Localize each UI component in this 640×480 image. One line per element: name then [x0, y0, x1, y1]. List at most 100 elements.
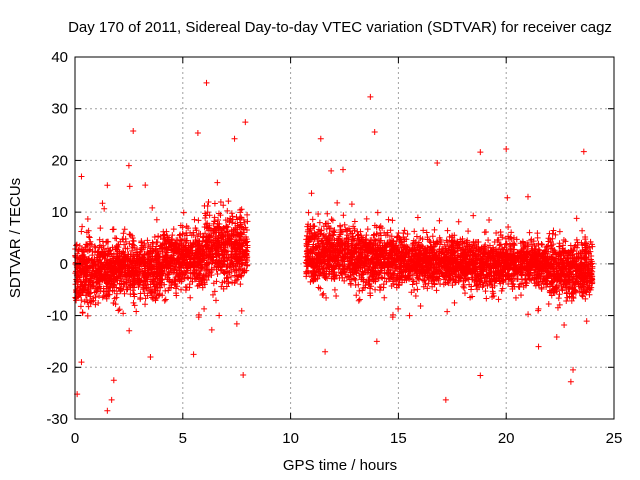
data-point	[161, 281, 168, 288]
data-point	[173, 257, 180, 264]
data-point	[167, 284, 174, 291]
data-point	[118, 278, 125, 285]
data-point	[72, 295, 79, 302]
data-point	[85, 265, 92, 272]
data-point	[195, 217, 202, 224]
data-point	[127, 280, 134, 287]
data-point	[145, 269, 152, 276]
data-point	[113, 290, 120, 297]
data-point	[160, 235, 167, 242]
data-point	[183, 232, 190, 239]
data-point	[146, 260, 153, 267]
data-point	[104, 278, 111, 285]
data-point	[160, 228, 167, 235]
data-point	[134, 251, 141, 258]
data-point	[202, 230, 209, 237]
data-point	[73, 276, 80, 283]
data-point	[119, 236, 126, 243]
data-point	[172, 247, 179, 254]
data-point	[88, 276, 95, 283]
data-point	[119, 264, 126, 271]
data-point	[114, 257, 121, 264]
data-point	[93, 254, 100, 261]
data-point	[154, 257, 161, 264]
data-point	[145, 242, 152, 249]
data-point	[111, 279, 118, 286]
data-point	[131, 302, 138, 309]
data-point	[195, 259, 202, 266]
data-point	[159, 292, 166, 299]
data-point	[143, 284, 150, 291]
data-point	[176, 240, 183, 247]
data-point	[121, 290, 128, 297]
data-point	[131, 291, 138, 298]
data-point	[137, 296, 144, 303]
data-point	[233, 320, 240, 327]
data-point	[195, 231, 202, 238]
data-point	[150, 280, 157, 287]
data-point	[120, 230, 127, 237]
data-point	[91, 260, 98, 267]
data-point	[84, 242, 91, 249]
data-point	[100, 276, 107, 283]
data-point	[238, 206, 245, 213]
data-point	[110, 300, 117, 307]
data-point	[99, 200, 106, 207]
data-point	[86, 257, 93, 264]
data-point	[97, 271, 104, 278]
data-point	[149, 239, 156, 246]
data-point	[162, 287, 169, 294]
data-point	[117, 287, 124, 294]
data-point	[142, 280, 149, 287]
data-point	[126, 240, 133, 247]
data-point	[84, 312, 91, 319]
data-point	[133, 279, 140, 286]
data-point	[224, 207, 231, 214]
data-point	[128, 268, 135, 275]
data-point	[164, 234, 171, 241]
data-point	[86, 291, 93, 298]
data-point	[112, 245, 119, 252]
data-point	[112, 235, 119, 242]
data-point	[226, 218, 233, 225]
data-point	[85, 233, 92, 240]
data-point	[83, 272, 90, 279]
data-point	[85, 281, 92, 288]
data-point	[179, 231, 186, 238]
data-point	[103, 292, 110, 299]
data-point	[201, 305, 208, 312]
data-point	[176, 232, 183, 239]
data-point	[158, 277, 165, 284]
data-point	[144, 237, 151, 244]
data-point	[103, 260, 110, 267]
data-point	[178, 278, 185, 285]
data-point	[151, 292, 158, 299]
data-point	[186, 284, 193, 291]
data-point	[201, 281, 208, 288]
data-point	[179, 254, 186, 261]
data-point	[121, 241, 128, 248]
data-point	[129, 287, 136, 294]
data-point	[196, 268, 203, 275]
data-point	[84, 299, 91, 306]
data-point	[105, 238, 112, 245]
data-point	[113, 243, 120, 250]
data-point	[153, 216, 160, 223]
data-point	[183, 262, 190, 269]
data-point	[78, 297, 85, 304]
data-point	[244, 211, 251, 218]
data-point	[192, 225, 199, 232]
data-point	[84, 248, 91, 255]
data-point	[142, 301, 149, 308]
data-point	[185, 225, 192, 232]
data-point	[133, 271, 140, 278]
data-point	[87, 299, 94, 306]
data-point	[197, 264, 204, 271]
data-point	[234, 222, 241, 229]
data-point	[159, 276, 166, 283]
data-point	[85, 303, 92, 310]
data-point	[180, 243, 187, 250]
data-point	[169, 269, 176, 276]
data-point	[110, 263, 117, 270]
data-point	[84, 215, 91, 222]
